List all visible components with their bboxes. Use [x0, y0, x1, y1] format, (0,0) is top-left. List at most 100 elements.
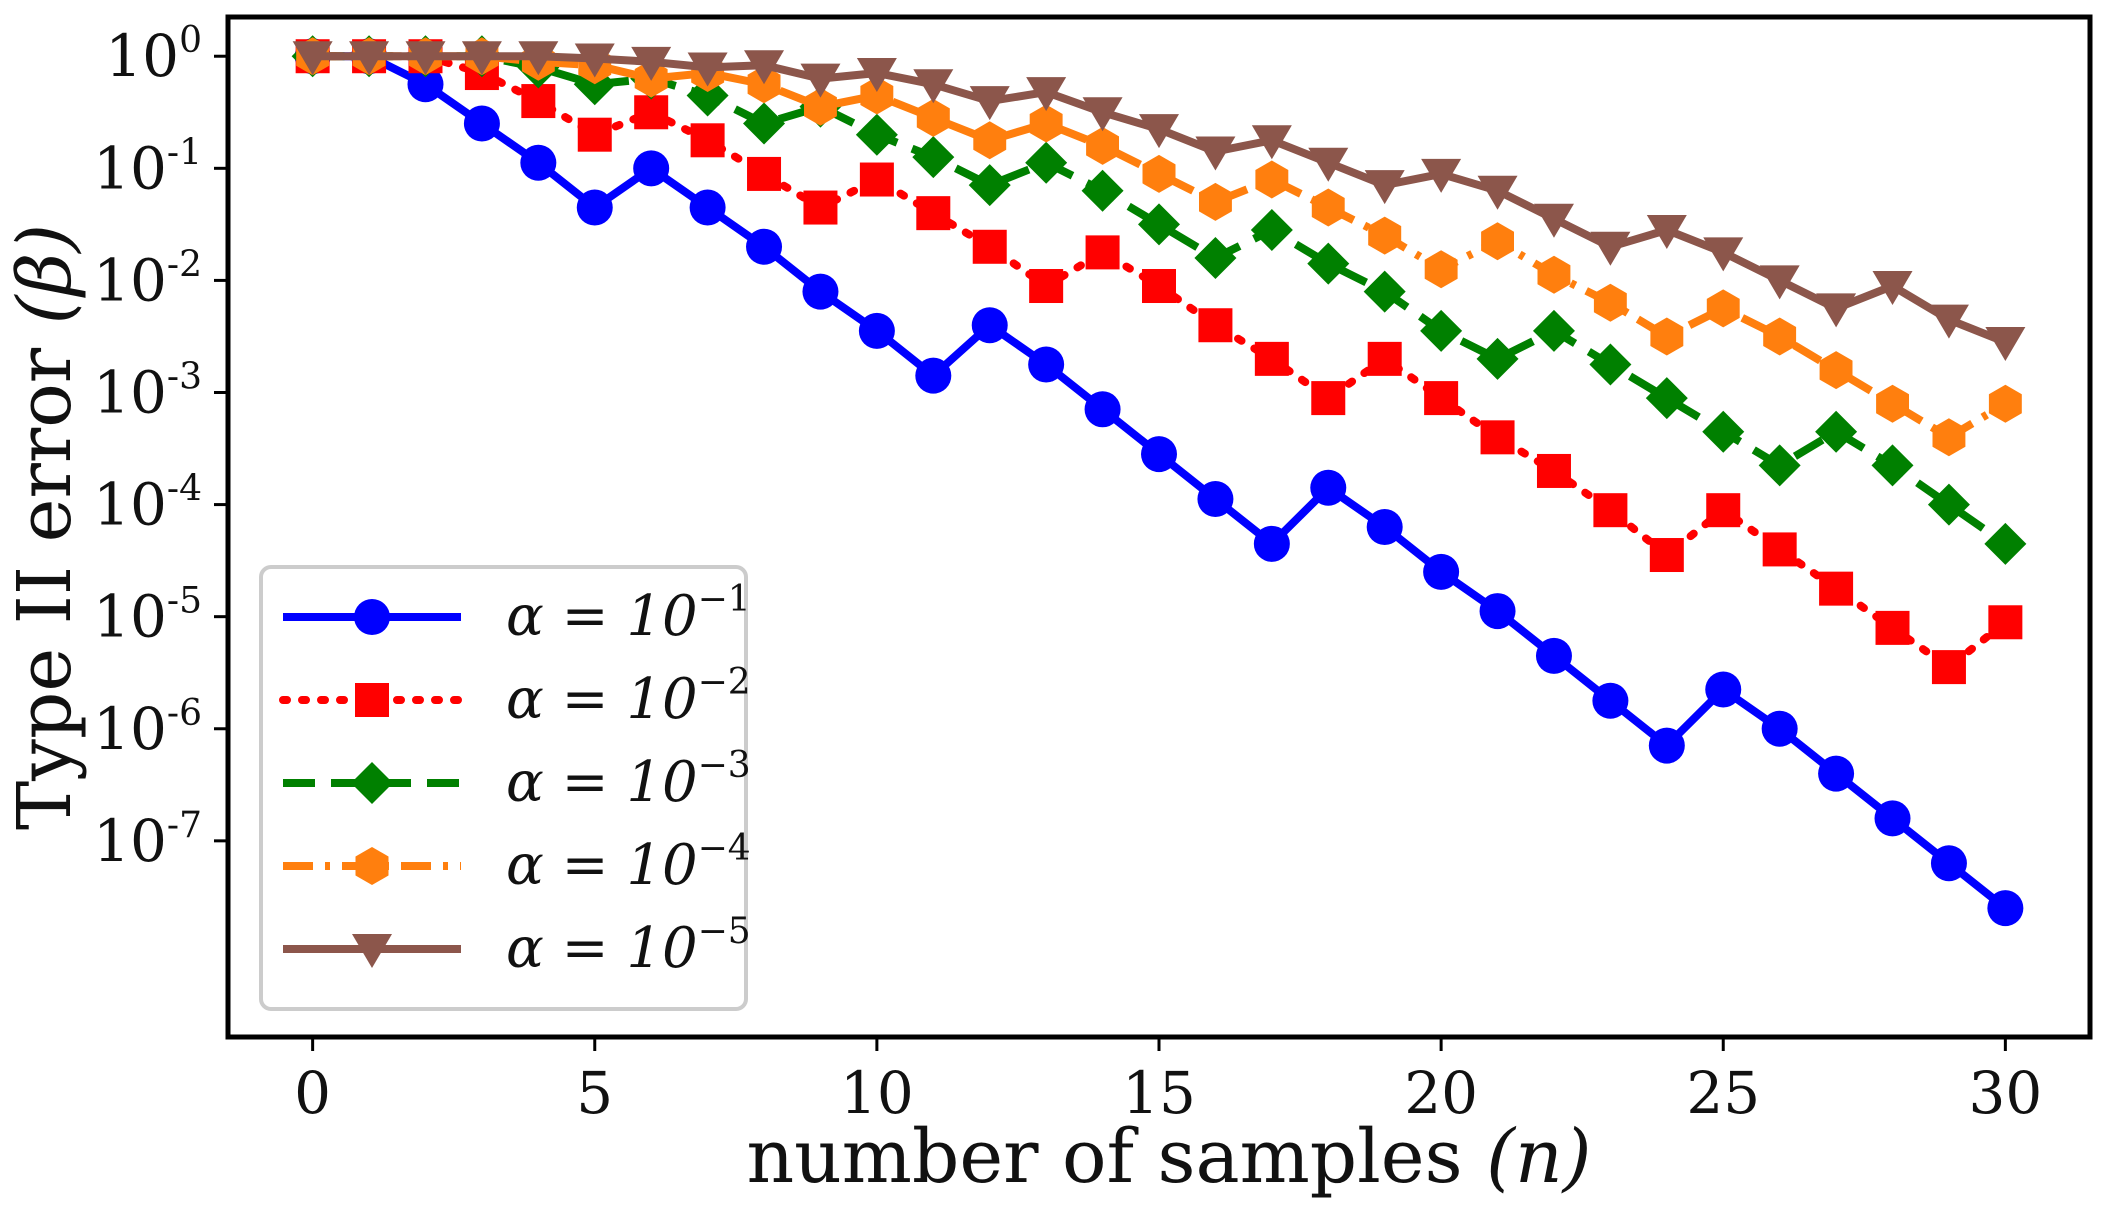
data-point — [1366, 509, 1403, 545]
legend-marker — [355, 847, 389, 885]
legend-entry: α = 10−2 — [279, 662, 751, 732]
data-point — [1932, 418, 1966, 457]
data-point — [1254, 341, 1289, 376]
data-point — [1649, 538, 1684, 573]
data-point — [521, 84, 556, 119]
data-point — [1310, 469, 1347, 506]
data-point — [1421, 158, 1462, 193]
data-point — [1928, 304, 1969, 339]
data-point — [855, 113, 898, 156]
data-point — [405, 41, 446, 76]
data-point — [1930, 845, 1967, 882]
y-tick-label: 10-3 — [93, 356, 202, 426]
data-point — [1988, 605, 2023, 640]
data-point — [1816, 293, 1857, 328]
data-point — [913, 69, 954, 104]
data-point — [461, 41, 502, 76]
data-point — [407, 66, 444, 103]
data-point — [1481, 222, 1514, 261]
data-point — [1703, 237, 1744, 272]
data-point — [744, 50, 785, 85]
data-point — [1424, 381, 1459, 416]
legend-marker — [351, 762, 393, 804]
data-point — [1477, 175, 1518, 210]
data-point — [1648, 727, 1685, 764]
data-point — [1086, 126, 1119, 165]
legend-entry: α = 10−3 — [283, 745, 751, 815]
data-point — [972, 229, 1007, 264]
data-point — [1645, 377, 1688, 420]
data-point — [858, 312, 895, 349]
data-point — [912, 136, 955, 179]
data-point — [576, 189, 613, 226]
data-point — [577, 117, 612, 152]
x-tick-label: 25 — [1686, 1059, 1760, 1127]
data-point — [1533, 203, 1574, 238]
data-point — [1876, 384, 1909, 423]
data-point — [574, 43, 615, 78]
y-tick-label: 10-5 — [93, 581, 202, 651]
data-point — [1535, 637, 1572, 674]
data-point — [689, 189, 726, 226]
x-tick-label: 20 — [1404, 1059, 1478, 1127]
data-point — [1759, 265, 1800, 300]
data-point — [1758, 444, 1801, 487]
data-point — [743, 102, 786, 145]
data-point — [1368, 216, 1402, 255]
data-point — [1650, 317, 1684, 356]
data-point — [1706, 493, 1741, 528]
data-point — [1646, 214, 1687, 249]
data-point — [687, 52, 728, 87]
data-point — [1874, 800, 1911, 837]
data-point — [1819, 571, 1854, 606]
data-point — [1029, 104, 1063, 143]
data-point — [1532, 309, 1575, 352]
data-point — [463, 105, 500, 142]
x-tick-label: 5 — [576, 1059, 613, 1127]
data-point — [520, 144, 557, 181]
data-point — [1141, 436, 1177, 473]
data-point — [1197, 480, 1234, 517]
data-point — [856, 58, 897, 93]
data-point — [1311, 381, 1346, 416]
data-point — [1199, 182, 1232, 221]
data-point — [1028, 346, 1065, 383]
data-point — [633, 150, 670, 187]
data-point — [1875, 610, 1910, 645]
legend-marker — [355, 683, 389, 717]
data-point — [804, 87, 837, 126]
y-tick-label: 10-4 — [93, 469, 202, 539]
x-axis-title: number of samples (n) — [746, 1114, 1591, 1200]
legend-label: α = 10−4 — [506, 828, 751, 898]
x-tick-label: 0 — [294, 1059, 331, 1127]
legend-entry: α = 10−1 — [283, 579, 751, 649]
data-point — [1871, 444, 1914, 487]
data-point — [1424, 250, 1458, 289]
data-point — [1194, 236, 1237, 279]
data-point — [631, 46, 672, 81]
data-point — [1705, 671, 1742, 708]
data-point — [860, 76, 894, 115]
data-point — [1985, 327, 2026, 362]
data-point — [1819, 351, 1853, 390]
data-point — [1476, 337, 1519, 380]
data-point — [1702, 410, 1745, 453]
data-point — [1195, 136, 1236, 171]
data-point — [1589, 343, 1632, 386]
data-point — [971, 307, 1008, 344]
data-point — [1592, 682, 1629, 719]
data-point — [973, 121, 1007, 160]
data-point — [1255, 160, 1289, 199]
data-point — [1253, 525, 1290, 562]
data-point — [1142, 269, 1176, 304]
x-tick-label: 30 — [1968, 1059, 2042, 1127]
legend: α = 10−1 α = 10−2 α = 10−3 α = 10−4 α = 10−5 — [259, 565, 751, 1011]
data-point — [916, 196, 951, 231]
data-point — [747, 65, 781, 104]
data-point — [292, 41, 333, 76]
y-tick-label: 100 — [105, 20, 202, 90]
data-point — [859, 162, 894, 197]
data-point — [1984, 522, 2027, 565]
